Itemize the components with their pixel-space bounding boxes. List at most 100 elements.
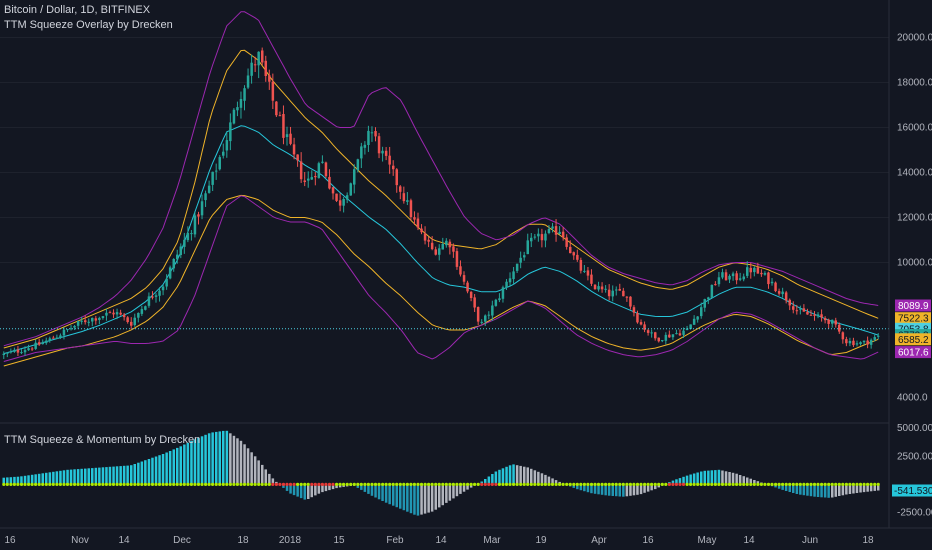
price-tick-label: 16000.0 (897, 123, 932, 134)
candle-body (225, 140, 229, 151)
squeeze-dot (805, 482, 810, 486)
time-tick-label: 16 (4, 535, 16, 546)
time-scale[interactable] (0, 528, 932, 550)
momentum-bar (409, 484, 413, 514)
squeeze-dot (419, 482, 424, 486)
momentum-bar (168, 451, 172, 485)
candle-body (438, 248, 441, 255)
momentum-bar (859, 484, 862, 493)
candle-body (707, 297, 710, 300)
candle-body (299, 161, 303, 180)
momentum-bar (746, 477, 749, 485)
momentum-bar (462, 484, 466, 492)
candle-body (402, 193, 406, 202)
squeeze-dot (876, 482, 880, 486)
squeeze-dot (303, 482, 307, 486)
squeeze-dot (65, 482, 70, 486)
squeeze-dot (727, 482, 732, 486)
squeeze-dot (104, 482, 108, 486)
squeeze-dot (674, 482, 679, 486)
candlestick-series[interactable] (2, 47, 880, 359)
candle-body (218, 157, 221, 170)
squeeze-dot (356, 482, 360, 486)
squeeze-dot (724, 482, 728, 486)
squeeze-dot (97, 482, 101, 486)
squeeze-dot (310, 482, 314, 486)
squeeze-dot (412, 482, 416, 486)
momentum-histogram[interactable] (2, 430, 880, 516)
candle-body (459, 266, 462, 275)
squeeze-dot (179, 482, 183, 486)
squeeze-dot (271, 482, 275, 486)
momentum-bar (151, 457, 154, 485)
momentum-bar (445, 484, 448, 503)
momentum-bar (321, 484, 324, 493)
candle-body (30, 348, 34, 350)
squeeze-dot (285, 482, 289, 486)
squeeze-dot (703, 482, 707, 486)
momentum-bar (317, 484, 321, 494)
momentum-bar (246, 448, 250, 485)
candle-body (657, 337, 660, 342)
squeeze-dot (37, 482, 41, 486)
squeeze-dot (30, 482, 34, 486)
candle-body (275, 101, 278, 116)
momentum-bar (572, 484, 575, 488)
time-tick-label: Jun (802, 535, 818, 546)
squeeze-dot (257, 482, 261, 486)
momentum-bar (469, 484, 473, 488)
candle-body (692, 318, 696, 325)
candle-body (597, 286, 600, 290)
squeeze-dot (377, 482, 381, 486)
momentum-bar (848, 484, 852, 494)
momentum-bar (547, 476, 551, 485)
candle-body (48, 338, 52, 341)
candle-body (554, 226, 558, 235)
squeeze-dot (448, 482, 452, 486)
candle-body (204, 193, 207, 201)
momentum-bar (625, 484, 629, 497)
squeeze-dot (175, 482, 179, 486)
price-tick-label: 18000.0 (897, 78, 932, 89)
price-scale[interactable] (889, 0, 932, 528)
oscillator-tick-label: -2500.0000 (897, 508, 932, 519)
squeeze-dot (335, 482, 339, 486)
momentum-bar (314, 484, 317, 496)
squeeze-dot (511, 482, 516, 486)
momentum-bar (537, 471, 540, 485)
candle-body (427, 239, 430, 242)
momentum-bar (869, 484, 873, 492)
oscillator-tick-label: 5000.0000 (897, 423, 932, 434)
symbol-title[interactable]: Bitcoin / Dollar, 1D, BITFINEX (4, 4, 151, 16)
momentum-bar (639, 484, 643, 495)
candle-body (140, 309, 144, 314)
squeeze-dot (94, 482, 98, 486)
squeeze-dot (777, 482, 781, 486)
candle-body (154, 295, 158, 297)
time-tick-label: 14 (743, 535, 755, 546)
squeeze-dot (618, 482, 622, 486)
momentum-bar (650, 484, 653, 491)
squeeze-dot (646, 482, 650, 486)
overlay-indicator-title[interactable]: TTM Squeeze Overlay by Drecken (4, 19, 173, 31)
candle-body (271, 81, 275, 101)
squeeze-dot (816, 482, 820, 486)
squeeze-dot (547, 482, 551, 486)
candle-body (434, 249, 437, 255)
squeeze-dot (788, 482, 792, 486)
momentum-bar (406, 484, 409, 512)
oscillator-indicator-title[interactable]: TTM Squeeze & Momentum by Drecken (4, 434, 201, 446)
candle-body (388, 155, 391, 165)
momentum-bar (215, 431, 218, 485)
candle-body (632, 307, 636, 313)
time-tick-label: 18 (237, 535, 249, 546)
momentum-bar (615, 484, 618, 497)
momentum-bar (802, 484, 806, 496)
momentum-bar (738, 475, 742, 485)
momentum-bar (296, 484, 299, 497)
squeeze-dot (579, 482, 583, 486)
momentum-bar (717, 469, 721, 485)
squeeze-dot (161, 482, 165, 486)
momentum-bar (855, 484, 859, 493)
